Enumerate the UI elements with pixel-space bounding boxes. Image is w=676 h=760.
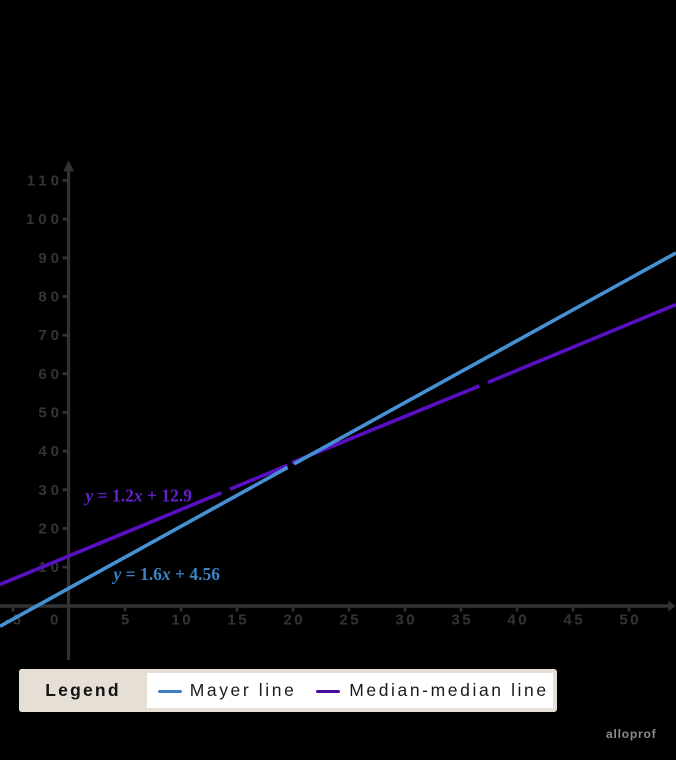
svg-text:30: 30 — [38, 482, 63, 499]
svg-text:110: 110 — [27, 173, 63, 190]
svg-text:15: 15 — [227, 612, 249, 629]
svg-text:y = 1.2x + 12.9: y = 1.2x + 12.9 — [84, 486, 193, 506]
svg-text:0: 0 — [50, 612, 61, 629]
svg-text:50: 50 — [38, 405, 63, 422]
svg-text:35: 35 — [451, 612, 473, 629]
svg-text:45: 45 — [563, 612, 585, 629]
svg-text:20: 20 — [283, 612, 305, 629]
svg-text:10: 10 — [171, 612, 193, 629]
svg-text:30: 30 — [395, 612, 417, 629]
svg-text:25: 25 — [339, 612, 361, 629]
svg-text:40: 40 — [507, 612, 529, 629]
svg-text:50: 50 — [619, 612, 641, 629]
svg-text:100: 100 — [26, 211, 63, 228]
svg-text:y = 1.6x + 4.56: y = 1.6x + 4.56 — [112, 564, 221, 584]
svg-text:5: 5 — [121, 612, 132, 629]
svg-text:70: 70 — [38, 327, 63, 344]
svg-text:90: 90 — [38, 250, 63, 267]
svg-text:20: 20 — [38, 521, 63, 538]
svg-text:60: 60 — [38, 366, 63, 383]
svg-text:40: 40 — [38, 443, 63, 460]
svg-text:80: 80 — [38, 289, 63, 306]
